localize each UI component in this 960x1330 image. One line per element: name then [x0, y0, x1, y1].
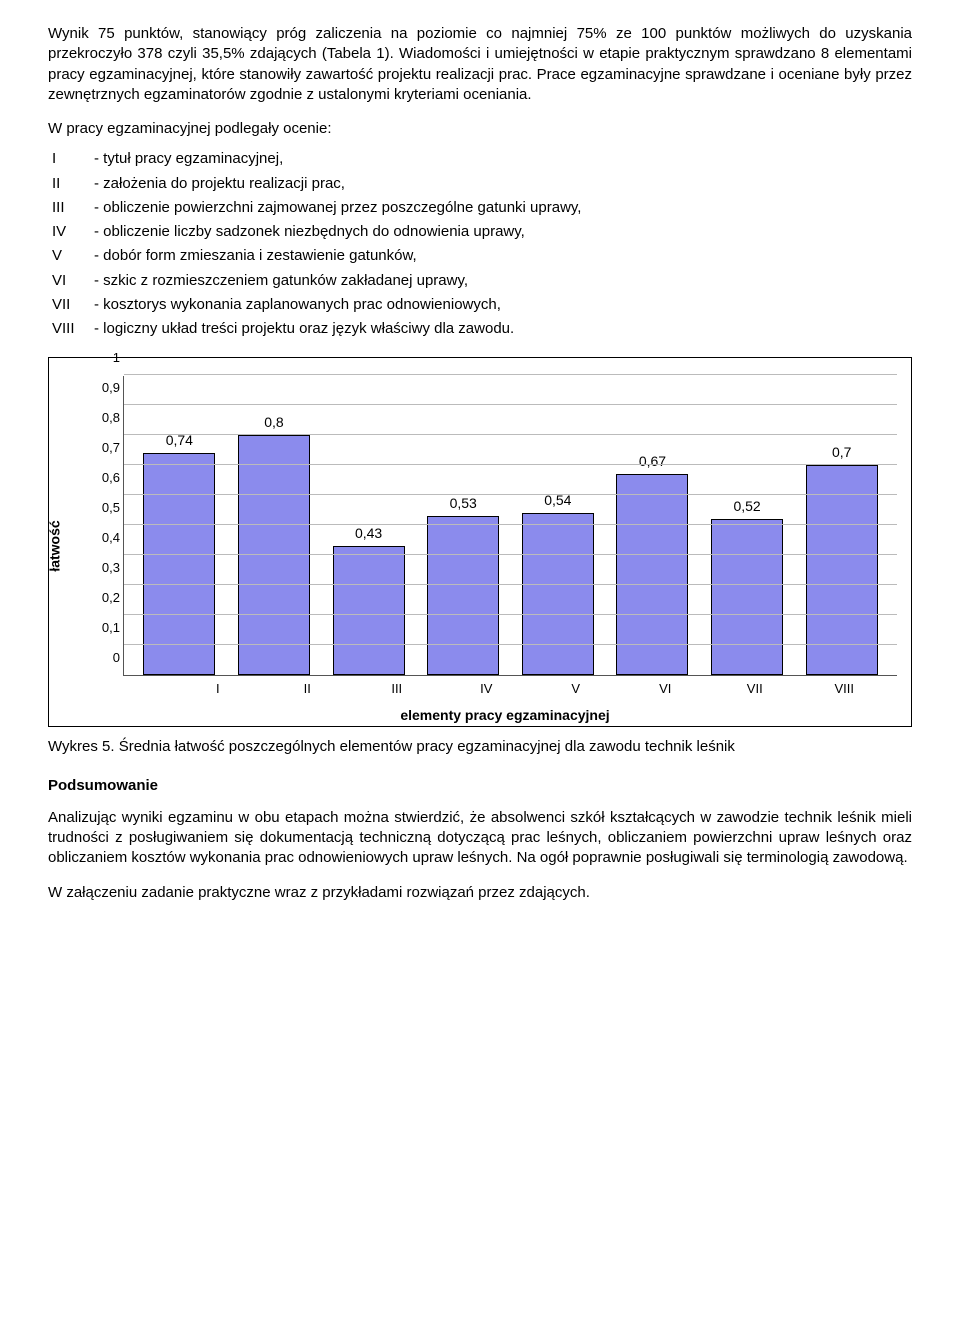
roman-list: I- tytuł pracy egzaminacyjnej,II- założe…: [52, 149, 912, 339]
chart-bar: 0,8: [238, 413, 310, 675]
list-item-number: III: [52, 198, 94, 218]
y-tick: 0: [80, 649, 120, 667]
list-item-number: VIII: [52, 319, 94, 339]
list-item-number: IV: [52, 222, 94, 242]
x-tick: II: [271, 680, 343, 698]
bar-value-label: 0,8: [264, 413, 283, 432]
x-axis-label: elementy pracy egzaminacyjnej: [113, 706, 897, 725]
list-item-number: I: [52, 149, 94, 169]
summary-body: Analizując wyniki egzaminu w obu etapach…: [48, 808, 912, 869]
list-item-text: - logiczny układ treści projektu oraz ję…: [94, 319, 912, 339]
list-item: I- tytuł pracy egzaminacyjnej,: [52, 149, 912, 169]
list-item-number: VI: [52, 271, 94, 291]
list-item-text: - dobór form zmieszania i zestawienie ga…: [94, 246, 912, 266]
list-item: VIII- logiczny układ treści projektu ora…: [52, 319, 912, 339]
y-tick: 0,9: [80, 379, 120, 397]
caption-lead: Wykres 5.: [48, 738, 115, 755]
list-item-text: - tytuł pracy egzaminacyjnej,: [94, 149, 912, 169]
summary-heading: Podsumowanie: [48, 776, 912, 796]
closing-paragraph: W załączeniu zadanie praktyczne wraz z p…: [48, 883, 912, 903]
y-tick: 0,4: [80, 529, 120, 547]
chart-plot: 0,740,80,430,530,540,670,520,7 00,10,20,…: [123, 376, 897, 676]
chart-bar: 0,7: [806, 443, 878, 675]
list-item: IV- obliczenie liczby sadzonek niezbędny…: [52, 222, 912, 242]
list-item: II- założenia do projektu realizacji pra…: [52, 174, 912, 194]
bar-value-label: 0,53: [450, 494, 477, 513]
y-tick: 1: [80, 349, 120, 367]
x-tick: IV: [450, 680, 522, 698]
chart-container: łatwość 0,740,80,430,530,540,670,520,7 0…: [48, 357, 912, 727]
bar-value-label: 0,52: [733, 497, 760, 516]
x-axis-ticks: IIIIIIIVVVIVIIVIII: [113, 676, 897, 698]
caption-rest: Średnia łatwość poszczególnych elementów…: [115, 738, 735, 755]
y-tick: 0,8: [80, 409, 120, 427]
chart-bar: 0,67: [616, 452, 688, 675]
x-tick: I: [182, 680, 254, 698]
bar-rect: [427, 516, 499, 675]
bar-rect: [333, 546, 405, 675]
chart-bar: 0,43: [333, 524, 405, 675]
y-tick: 0,6: [80, 469, 120, 487]
list-item-text: - kosztorys wykonania zaplanowanych prac…: [94, 295, 912, 315]
x-tick: VII: [719, 680, 791, 698]
bar-value-label: 0,7: [832, 443, 851, 462]
x-tick: V: [540, 680, 612, 698]
y-axis-label: łatwość: [46, 521, 65, 572]
bar-rect: [711, 519, 783, 675]
y-tick: 0,3: [80, 559, 120, 577]
y-tick: 0,1: [80, 619, 120, 637]
list-item-text: - obliczenie liczby sadzonek niezbędnych…: [94, 222, 912, 242]
bar-value-label: 0,43: [355, 524, 382, 543]
list-item: V- dobór form zmieszania i zestawienie g…: [52, 246, 912, 266]
y-tick: 0,5: [80, 499, 120, 517]
list-item-number: II: [52, 174, 94, 194]
x-tick: VI: [629, 680, 701, 698]
chart-caption: Wykres 5. Średnia łatwość poszczególnych…: [48, 737, 912, 757]
list-item: VII- kosztorys wykonania zaplanowanych p…: [52, 295, 912, 315]
y-tick: 0,2: [80, 589, 120, 607]
list-item: VI- szkic z rozmieszczeniem gatunków zak…: [52, 271, 912, 291]
list-item-number: V: [52, 246, 94, 266]
bar-rect: [238, 435, 310, 675]
bar-rect: [143, 453, 215, 675]
list-item-text: - obliczenie powierzchni zajmowanej prze…: [94, 198, 912, 218]
list-item: III- obliczenie powierzchni zajmowanej p…: [52, 198, 912, 218]
x-tick: VIII: [808, 680, 880, 698]
chart-bars: 0,740,80,430,530,540,670,520,7: [124, 376, 897, 675]
x-tick: III: [361, 680, 433, 698]
bar-rect: [522, 513, 594, 675]
list-heading: W pracy egzaminacyjnej podlegały ocenie:: [48, 119, 912, 139]
y-tick: 0,7: [80, 439, 120, 457]
list-item-number: VII: [52, 295, 94, 315]
list-item-text: - szkic z rozmieszczeniem gatunków zakła…: [94, 271, 912, 291]
bar-value-label: 0,67: [639, 452, 666, 471]
list-item-text: - założenia do projektu realizacji prac,: [94, 174, 912, 194]
intro-paragraph: Wynik 75 punktów, stanowiący próg zalicz…: [48, 24, 912, 105]
